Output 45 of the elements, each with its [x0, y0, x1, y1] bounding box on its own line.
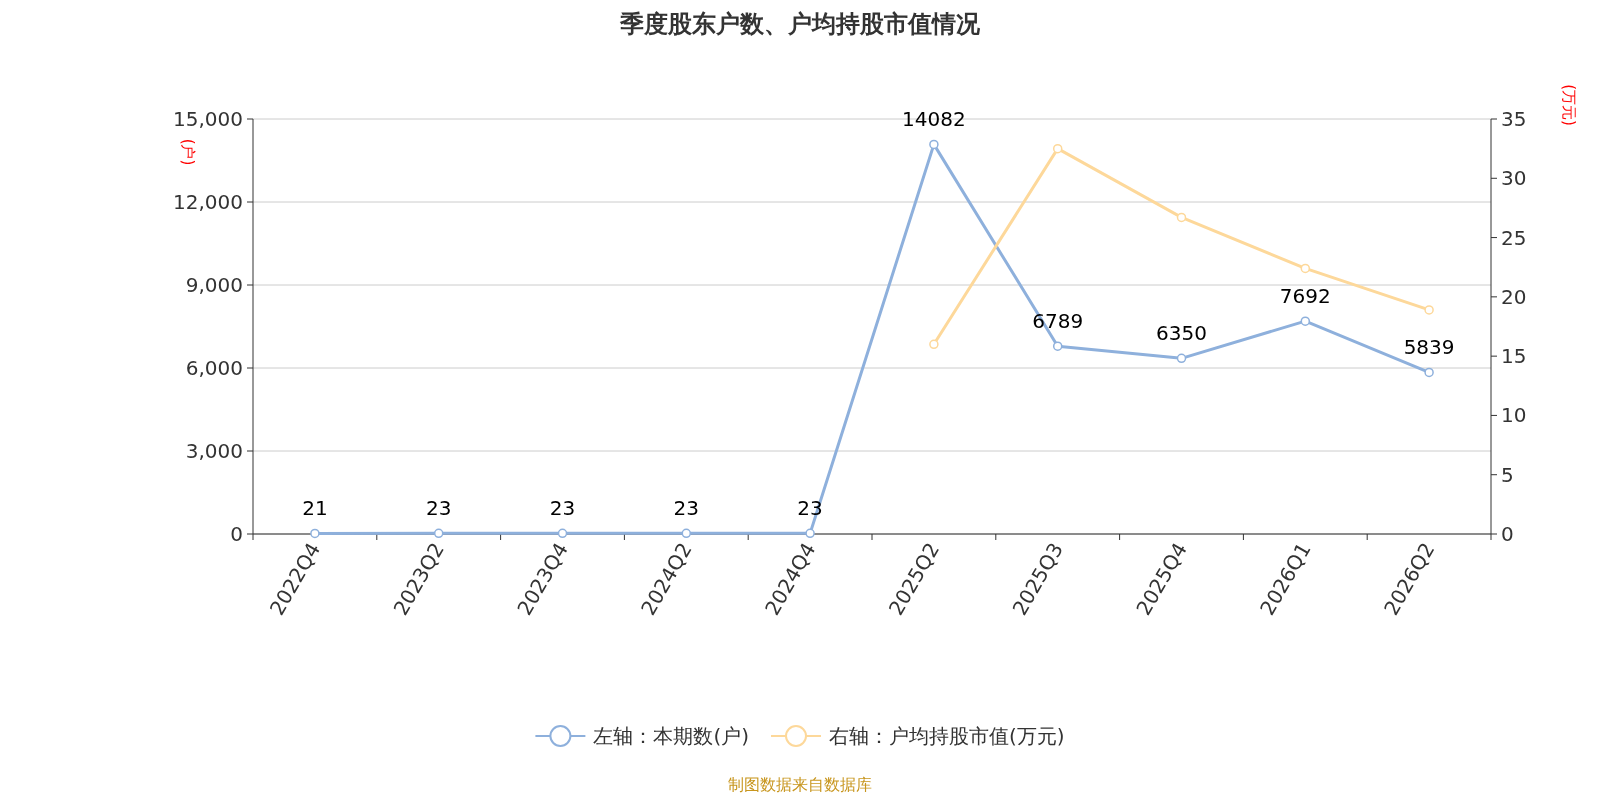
point — [1300, 263, 1311, 274]
legend-label: 左轴：本期数(户) — [593, 724, 749, 748]
point — [1424, 305, 1434, 315]
y2-tick-label: 15 — [1501, 344, 1527, 369]
point — [929, 339, 939, 350]
data-label: 14082 — [902, 107, 966, 132]
point — [1052, 143, 1063, 154]
y2-tick-label: 10 — [1501, 403, 1527, 428]
y2-tick-label: 30 — [1501, 166, 1527, 191]
chart-title: 季度股东户数、户均持股市值情况 — [619, 10, 981, 38]
y-tick-label: 3,000 — [185, 439, 243, 463]
y2-tick-label: 35 — [1501, 107, 1527, 131]
y-tick-label: 12,000 — [173, 190, 243, 214]
point — [310, 528, 320, 539]
data-label: 7692 — [1279, 284, 1331, 309]
point — [1424, 367, 1434, 378]
data-label: 6789 — [1032, 309, 1084, 334]
point — [1176, 353, 1187, 364]
data-label: 23 — [797, 496, 823, 521]
point — [1300, 316, 1311, 326]
data-label: 23 — [673, 496, 700, 521]
point — [433, 528, 444, 539]
point — [681, 528, 692, 539]
data-label: 23 — [425, 496, 452, 521]
data-label: 5839 — [1403, 335, 1455, 360]
data-label: 21 — [302, 496, 328, 521]
legend-label: 右轴：户均持股市值(万元) — [829, 724, 1065, 748]
y-tick-label: 6,000 — [185, 356, 243, 380]
data-label: 6350 — [1156, 321, 1207, 346]
point — [1052, 341, 1063, 351]
data-label: 23 — [549, 496, 576, 521]
y-tick-label: 9,000 — [185, 273, 243, 297]
y-tick-label: 15,000 — [173, 107, 243, 131]
text: 制图数据来自数据库 — [728, 775, 872, 794]
y2-tick-label: 20 — [1501, 284, 1527, 309]
y2-tick-label: 5 — [1501, 462, 1514, 487]
y-axis-title: (户) — [179, 138, 197, 166]
y2-axis-title: (万元) — [1560, 84, 1578, 126]
y-tick-label: 0 — [230, 522, 243, 546]
y2-tick-label: 25 — [1501, 225, 1527, 250]
point — [1176, 212, 1187, 223]
point — [557, 528, 568, 539]
point — [805, 528, 815, 539]
point — [929, 139, 939, 150]
y2-tick-label: 0 — [1501, 522, 1514, 546]
